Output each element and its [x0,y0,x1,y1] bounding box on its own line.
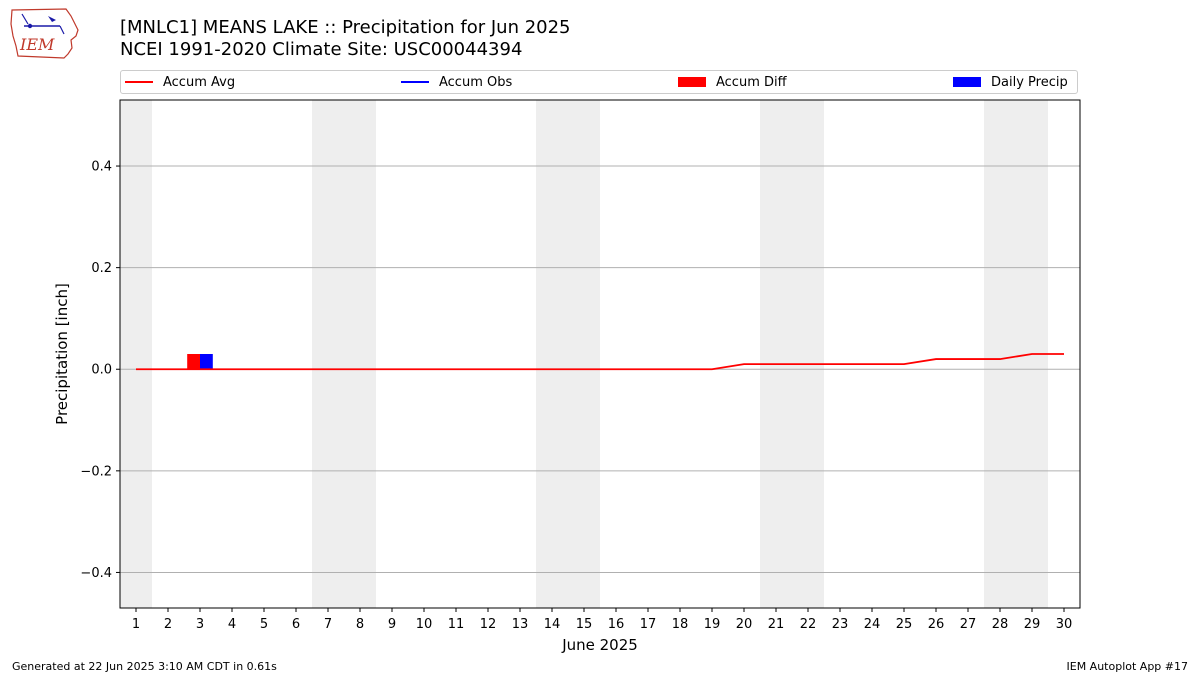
x-tick-label: 6 [292,617,300,632]
x-tick-label: 28 [992,617,1009,632]
x-tick-label: 23 [832,617,849,632]
legend-label-accum-diff: Accum Diff [716,74,787,90]
weekend-shade [792,100,824,608]
x-tick-label: 10 [416,617,433,632]
legend-item-daily-precip: Daily Precip [953,71,1068,93]
x-tick-label: 15 [576,617,593,632]
app-credit: IEM Autoplot App #17 [1066,660,1189,673]
x-tick-label: 11 [448,617,465,632]
weekend-shade [344,100,376,608]
chart-legend: Accum Avg Accum Obs Accum Diff Daily Pre… [120,70,1078,94]
x-tick-label: 19 [704,617,721,632]
weekend-shading [120,100,1048,608]
x-tick-label: 13 [512,617,529,632]
weekend-shade [984,100,1016,608]
weekend-shade [760,100,792,608]
y-axis-label: Precipitation [inch] [53,283,71,425]
legend-label-daily-precip: Daily Precip [991,74,1068,90]
x-tick-label: 24 [864,617,881,632]
weekend-shade [120,100,152,608]
chart-title-line2: NCEI 1991-2020 Climate Site: USC00044394 [120,39,523,60]
x-tick-label: 25 [896,617,913,632]
x-tick-label: 21 [768,617,785,632]
x-tick-label: 8 [356,617,364,632]
x-axis: 1 2 3 4 5 6 7 8 9 10 11 12 13 14 15 16 17 18 19 20 21 22 23 24 2… [132,608,1072,632]
x-tick-label: 30 [1056,617,1073,632]
x-tick-label: 7 [324,617,332,632]
legend-swatch-accum-avg [125,81,153,83]
bar-series [187,354,213,370]
x-tick-label: 20 [736,617,753,632]
y-tick-label: −0.2 [80,464,112,479]
iowa-outline-icon [10,8,79,59]
x-tick-label: 2 [164,617,172,632]
legend-label-accum-obs: Accum Obs [439,74,513,90]
x-tick-label: 12 [480,617,497,632]
line-accum-avg [136,353,1064,371]
y-tick-label: −0.4 [80,566,112,581]
legend-item-accum-diff: Accum Diff [678,71,787,93]
weekend-shade [536,100,568,608]
logo-text: IEM [19,35,55,54]
iem-logo: IEM [10,8,79,59]
x-tick-label: 18 [672,617,689,632]
x-tick-label: 26 [928,617,945,632]
x-tick-label: 22 [800,617,817,632]
x-tick-label: 3 [196,617,204,632]
legend-item-accum-obs: Accum Obs [401,71,512,93]
x-tick-label: 14 [544,617,561,632]
x-tick-label: 27 [960,617,977,632]
legend-item-accum-avg: Accum Avg [125,71,235,93]
x-tick-label: 9 [388,617,396,632]
y-axis: −0.4 −0.2 0.0 0.2 0.4 [80,160,120,581]
legend-swatch-accum-diff [678,77,706,87]
grid-lines [120,165,1080,573]
x-tick-label: 17 [640,617,657,632]
line-series [136,353,1064,371]
x-tick-label: 1 [132,617,140,632]
legend-swatch-accum-obs [401,81,429,83]
bar-daily-precip [200,354,213,370]
x-tick-label: 29 [1024,617,1041,632]
legend-label-accum-avg: Accum Avg [163,74,236,90]
x-tick-label: 16 [608,617,625,632]
x-tick-label: 4 [228,617,236,632]
weekend-shade [568,100,600,608]
legend-swatch-daily-precip [953,77,981,87]
generated-timestamp: Generated at 22 Jun 2025 3:10 AM CDT in … [12,660,277,673]
y-tick-label: 0.4 [91,160,112,175]
y-tick-label: 0.0 [91,363,112,378]
plot-frame [119,99,1081,609]
y-tick-label: 0.2 [91,261,112,276]
chart-title-line1: [MNLC1] MEANS LAKE :: Precipitation for … [120,17,571,38]
x-axis-label: June 2025 [561,636,638,654]
chart-title: [MNLC1] MEANS LAKE :: Precipitation for … [120,17,571,61]
bar-accum-diff [187,354,200,370]
weekend-shade [312,100,344,608]
x-tick-label: 5 [260,617,268,632]
